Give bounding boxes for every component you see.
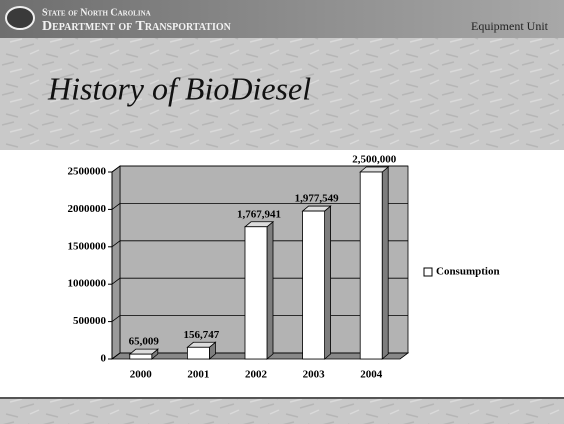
- y-tick-label: 1000000: [68, 278, 107, 290]
- x-tick-label: 2003: [303, 369, 326, 381]
- slide-title: History of BioDiesel: [47, 70, 311, 106]
- x-tick-label: 2004: [360, 369, 383, 381]
- value-label: 1,767,941: [237, 208, 281, 220]
- x-tick-label: 2001: [187, 369, 209, 381]
- agency-line1: State of North Carolina: [42, 7, 151, 18]
- y-tick-label: 2500000: [68, 166, 107, 178]
- bar-side: [381, 166, 389, 360]
- bar-side: [324, 205, 332, 360]
- bar: [129, 353, 153, 360]
- x-tick-label: 2002: [245, 369, 268, 381]
- header-strip: [0, 0, 564, 38]
- agency-line2: Department of Transportation: [42, 19, 232, 34]
- bar: [302, 210, 326, 360]
- side-wall: [111, 165, 121, 360]
- y-tick-label: 500000: [73, 315, 107, 327]
- y-tick-label: 1500000: [68, 240, 107, 252]
- unit-label: Equipment Unit: [471, 19, 549, 33]
- bar: [244, 226, 268, 360]
- legend-swatch: [423, 267, 433, 277]
- value-label: 65,009: [129, 336, 160, 348]
- value-label: 2,500,000: [352, 154, 397, 166]
- y-tick-label: 0: [101, 353, 107, 365]
- bar: [359, 171, 383, 360]
- grid-line: [111, 202, 408, 210]
- y-tick-label: 2000000: [68, 203, 107, 215]
- grid-line: [111, 165, 408, 173]
- bar-side: [266, 220, 274, 360]
- logo: [5, 6, 35, 30]
- footer-strip: [0, 398, 564, 424]
- value-label: 156,747: [184, 329, 220, 341]
- value-label: 1,977,549: [295, 193, 340, 205]
- bar: [186, 346, 210, 360]
- x-tick-label: 2000: [130, 369, 153, 381]
- legend-label: Consumption: [436, 266, 500, 278]
